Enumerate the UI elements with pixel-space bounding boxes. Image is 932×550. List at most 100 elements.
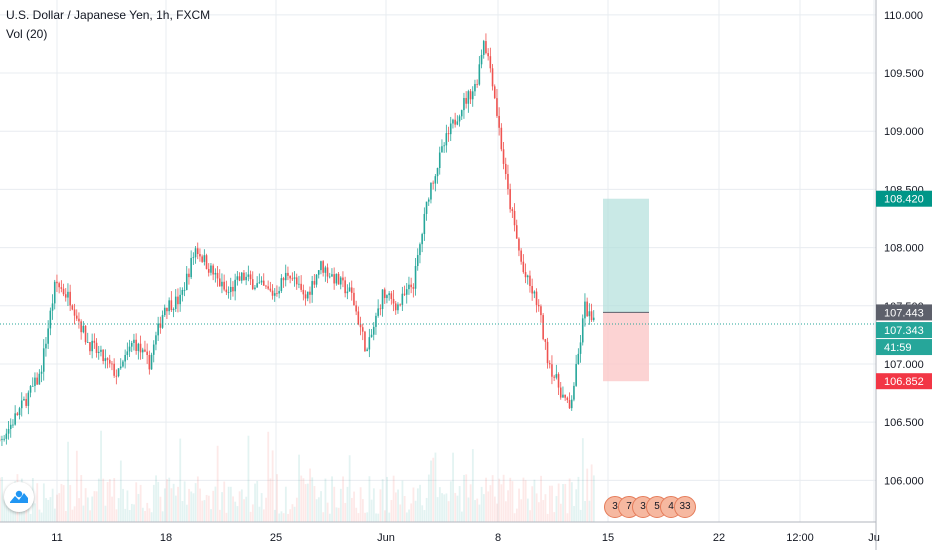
volume-bar: [313, 486, 316, 522]
volume-bar: [392, 475, 395, 522]
current-price-label: 107.343: [884, 325, 924, 337]
volume-bar: [388, 512, 391, 522]
volume-bar: [421, 505, 424, 522]
volume-bar: [520, 499, 523, 522]
stop-zone: [603, 312, 649, 382]
candle-body: [392, 298, 395, 304]
volume-bar: [181, 501, 184, 522]
volume-bar: [581, 438, 584, 522]
candle-body: [273, 293, 276, 296]
candle-body: [100, 349, 102, 352]
candle-body: [247, 274, 250, 277]
candle-body: [465, 97, 467, 104]
volume-bar: [511, 481, 514, 522]
volume-bar: [577, 476, 580, 522]
candle-body: [216, 272, 219, 279]
candle-body: [201, 256, 203, 262]
volume-bar: [60, 483, 63, 522]
volume-bar: [350, 497, 353, 522]
event-marker[interactable]: 33: [674, 496, 696, 518]
candle-body: [260, 280, 263, 283]
candle-body: [298, 283, 300, 285]
volume-bar: [78, 498, 80, 522]
tradingview-logo-icon[interactable]: [4, 482, 34, 512]
candle-body: [350, 287, 353, 293]
candle-body: [300, 283, 302, 290]
candle-body: [515, 225, 518, 239]
volume-bar: [579, 509, 582, 522]
candle-body: [518, 238, 520, 251]
candle-body: [355, 305, 357, 312]
candle-body: [551, 364, 553, 377]
volume-bar: [328, 513, 331, 522]
volume-bar: [320, 491, 322, 522]
volume-bar: [69, 485, 72, 522]
target-zone: [603, 198, 649, 313]
symbol-title: U.S. Dollar / Japanese Yen, 1h, FXCM: [6, 8, 211, 22]
candle-body: [280, 278, 283, 292]
volume-bar: [311, 477, 314, 522]
candle-body: [227, 292, 230, 293]
volume-bar: [427, 474, 430, 522]
volume-bar: [23, 504, 25, 522]
volume-bar: [326, 502, 329, 522]
candle-body: [29, 386, 32, 393]
candle-body: [496, 98, 498, 116]
candle-body: [284, 272, 287, 281]
bar-countdown-label-bg: [876, 339, 932, 356]
volume-bar: [5, 504, 8, 522]
candle-body: [377, 308, 379, 316]
candle-body: [562, 394, 564, 398]
volume-bar: [201, 500, 204, 522]
candle-body: [93, 340, 96, 343]
volume-bar: [346, 486, 349, 522]
time-tick-label: Jun: [377, 532, 395, 544]
candle-body: [471, 91, 474, 100]
candle-body: [513, 210, 516, 226]
volume-bar: [258, 506, 261, 522]
take-profit-label-bg: [876, 190, 932, 207]
volume-bar: [168, 477, 171, 522]
volume-bar: [522, 477, 525, 522]
candle-body: [526, 275, 529, 278]
candle-body: [152, 344, 155, 355]
candle-body: [210, 265, 212, 273]
volume-bar: [557, 483, 560, 522]
candle-body: [67, 291, 69, 298]
volume-bar: [183, 481, 186, 522]
candle-body: [390, 293, 393, 299]
volume-bar: [454, 492, 457, 522]
candle-body: [427, 199, 430, 202]
volume-bar: [298, 454, 300, 522]
volume-bar: [315, 499, 318, 522]
volume-bar: [207, 495, 210, 522]
candle-body: [322, 261, 324, 273]
volume-bar: [383, 510, 386, 522]
candle-body: [449, 123, 452, 135]
candle-body: [1, 438, 3, 440]
volume-bar: [51, 488, 54, 522]
volume-bar: [210, 509, 212, 522]
candle-body: [16, 413, 19, 416]
candle-body: [12, 424, 14, 426]
volume-bar: [502, 474, 505, 522]
time-tick-label: 25: [270, 532, 282, 544]
candle-body: [71, 305, 74, 310]
volume-bar: [115, 509, 118, 522]
volume-bar: [423, 510, 426, 522]
candle-body: [234, 279, 236, 292]
candle-body: [42, 348, 45, 372]
candle-body: [141, 349, 144, 353]
volume-bar: [271, 450, 274, 522]
candle-body: [507, 173, 509, 190]
candle-body: [262, 280, 265, 286]
candle-body: [265, 285, 267, 287]
volume-bar: [251, 504, 254, 522]
volume-bar: [361, 499, 364, 522]
volume-bar: [500, 484, 503, 522]
candle-body: [49, 310, 52, 329]
candle-body: [207, 268, 210, 273]
candle-body: [573, 385, 575, 400]
volume-bar: [0, 477, 1, 522]
